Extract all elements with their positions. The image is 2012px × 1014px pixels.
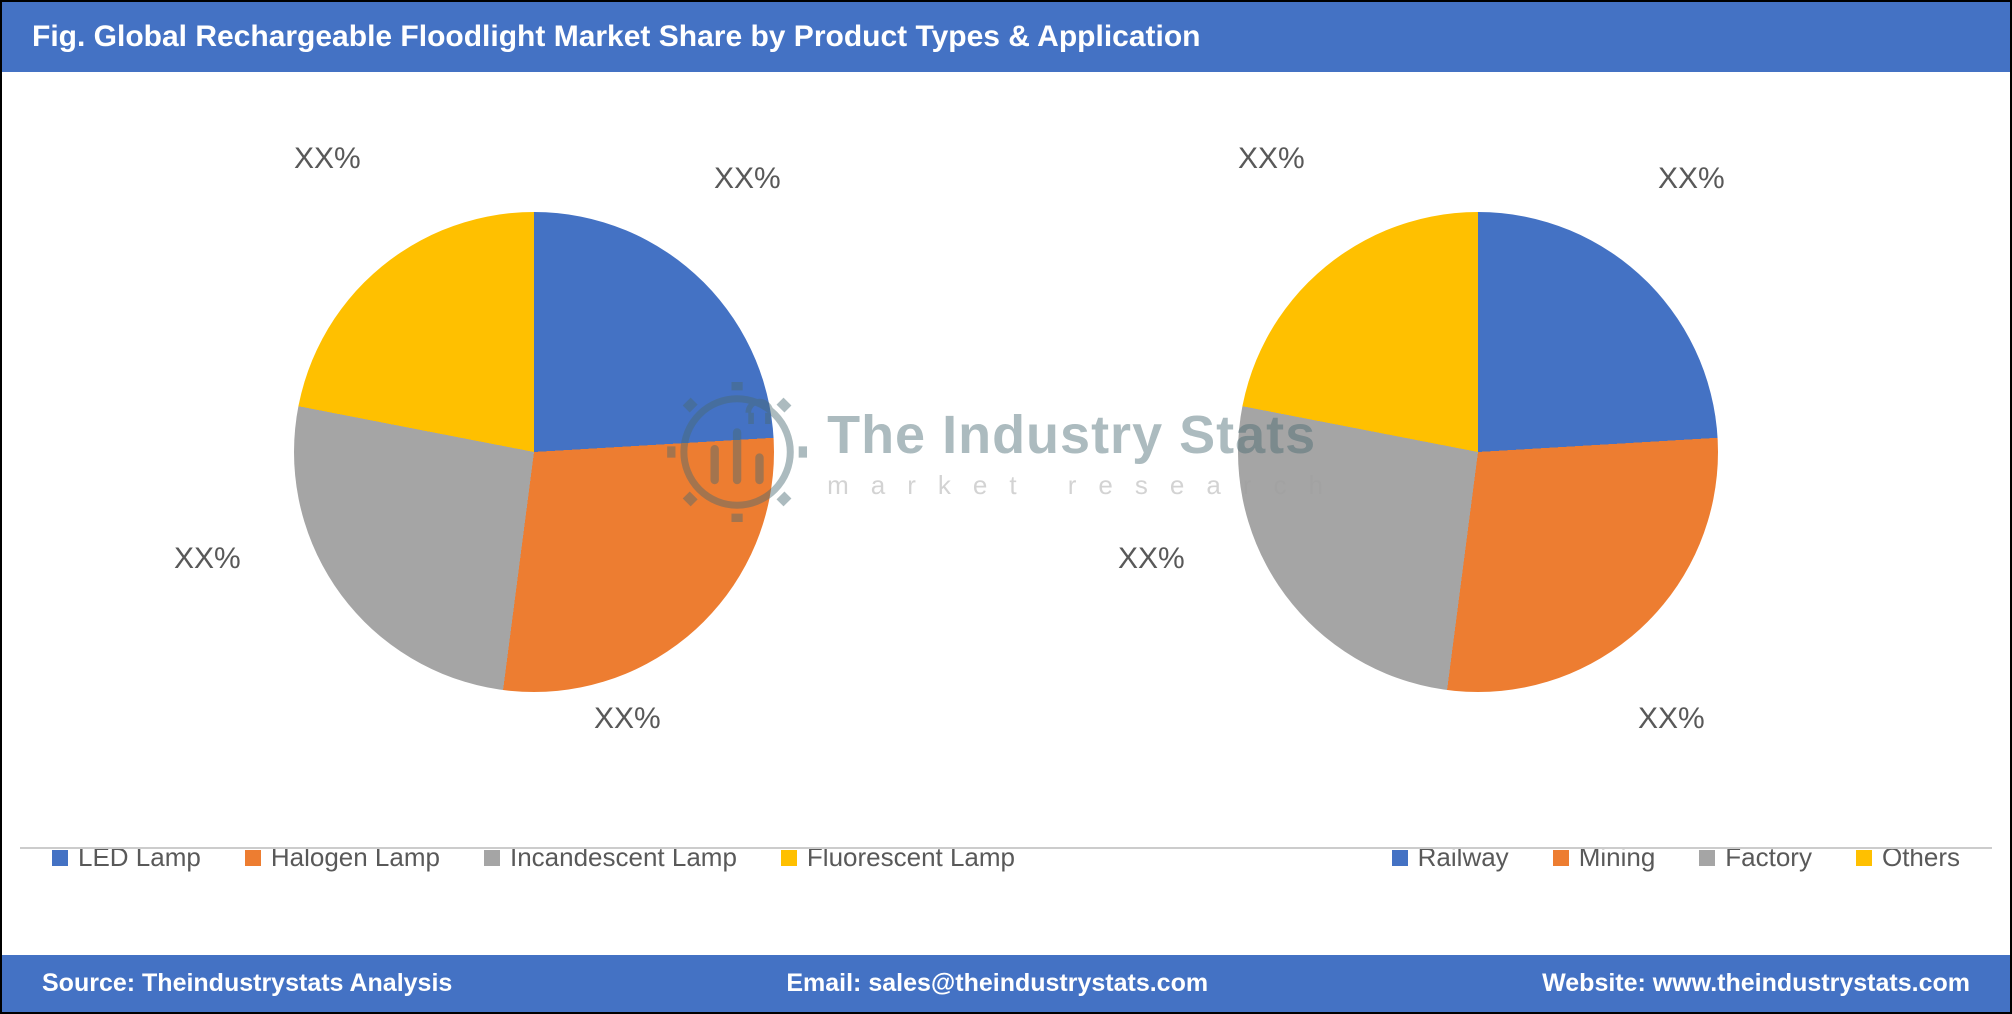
title-bar: Fig. Global Rechargeable Floodlight Mark…: [2, 2, 2010, 72]
footer-website: Website: www.theindustrystats.com: [1542, 969, 1970, 998]
charts-area: XX%XX%XX%XX% XX%XX%XX%XX% The Industry S…: [2, 72, 2010, 832]
slice-label: XX%: [1238, 142, 1305, 176]
legend-swatch: [1553, 850, 1569, 866]
slice-label: XX%: [594, 702, 661, 736]
pie-left-canvas: [294, 212, 774, 692]
pie-chart-left: XX% XX% XX% XX%: [154, 132, 914, 772]
slice-label: XX%: [294, 142, 361, 176]
legend-swatch: [52, 850, 68, 866]
pie-right-canvas: [1238, 212, 1718, 692]
divider: [20, 847, 1992, 849]
legend-swatch: [245, 850, 261, 866]
slice-label: XX%: [1638, 702, 1705, 736]
legend-swatch: [1699, 850, 1715, 866]
slice-label: XX%: [1658, 162, 1725, 196]
legend-swatch: [1392, 850, 1408, 866]
slice-label: XX%: [1118, 542, 1185, 576]
slice-label: XX%: [174, 542, 241, 576]
slice-label: XX%: [714, 162, 781, 196]
footer-bar: Source: Theindustrystats Analysis Email:…: [2, 943, 2010, 1012]
footer-email: Email: sales@theindustrystats.com: [786, 969, 1208, 998]
legend-swatch: [484, 850, 500, 866]
legend-swatch: [1856, 850, 1872, 866]
footer-source: Source: Theindustrystats Analysis: [42, 969, 452, 998]
pie-chart-right: XX% XX% XX% XX%: [1098, 132, 1858, 772]
legend-swatch: [781, 850, 797, 866]
chart-title: Fig. Global Rechargeable Floodlight Mark…: [32, 20, 1201, 53]
